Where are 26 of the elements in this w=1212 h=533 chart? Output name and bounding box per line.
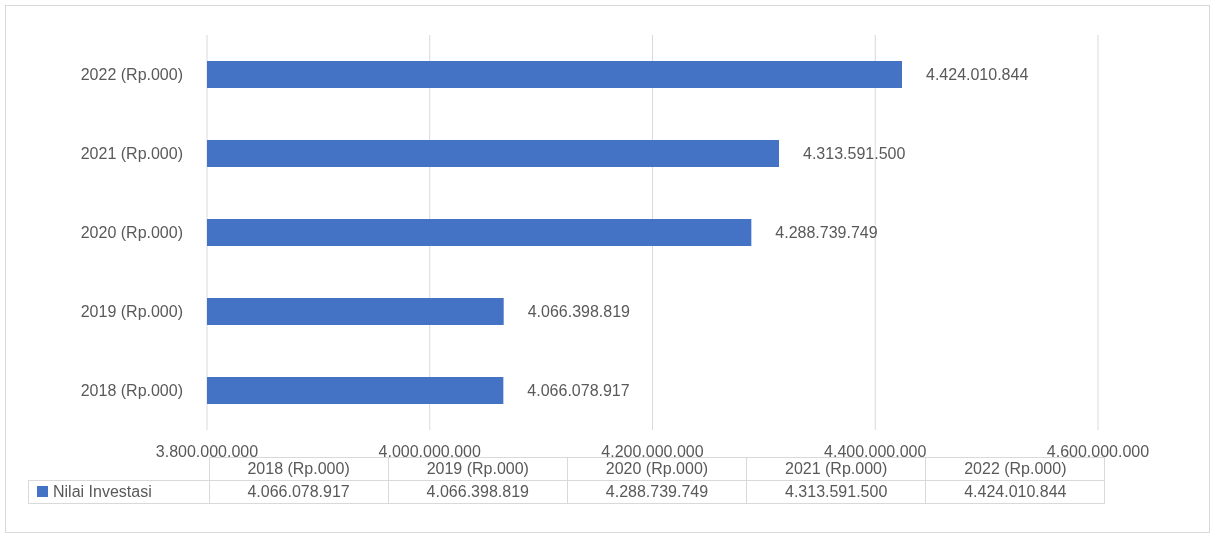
text: 4.066.398.819 (426, 482, 529, 500)
y-tick-label: 2020 (Rp.000) (80, 224, 183, 242)
text: 4.066.078.917 (247, 482, 350, 500)
x-tick-label: 4.600.000.000 (1046, 443, 1150, 461)
y-tick-label: 2022 (Rp.000) (80, 66, 183, 84)
category-label: 2019 (Rp.000) (426, 459, 529, 477)
x-tick-label: 4.200.000.000 (601, 443, 704, 461)
legend-label: Nilai Investasi (28, 480, 209, 503)
category-label: 2018 (Rp.000) (247, 459, 350, 477)
data-label: 4.424.010.844 (925, 66, 1029, 84)
category-label: 2022 (Rp.000) (964, 459, 1067, 477)
data-label: 4.066.398.819 (527, 303, 631, 321)
category-label: 2020 (Rp.000) (605, 459, 709, 477)
y-tick-label: 2019 (Rp.000) (80, 303, 183, 321)
x-tick-label: 4.000.000.000 (378, 443, 482, 461)
text: 4.424.010.844 (964, 482, 1067, 500)
y-tick-label: 2018 (Rp.000) (80, 382, 183, 400)
x-tick-label: 4.400.000.000 (824, 443, 927, 461)
data-label: 4.066.078.917 (527, 382, 630, 400)
data-label: 4.313.591.500 (803, 145, 906, 163)
y-tick-label: 2021 (Rp.000) (80, 145, 183, 163)
text: 4.313.591.500 (784, 482, 888, 500)
data-label: 4.288.739.749 (775, 224, 878, 242)
text: 4.288.739.749 (605, 482, 709, 500)
category-label: 2021 (Rp.000) (785, 459, 888, 477)
x-tick-label: 3.800.000.000 (155, 443, 259, 461)
